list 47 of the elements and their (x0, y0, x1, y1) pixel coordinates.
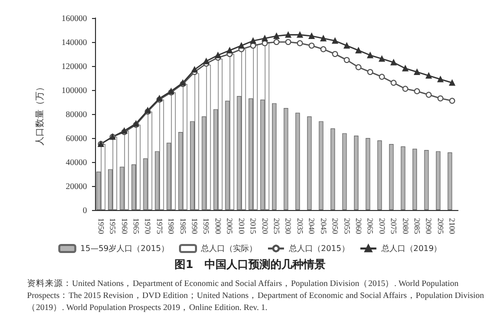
x-tick-label: 1960 (120, 218, 129, 234)
x-tick-label: 2055 (342, 218, 352, 234)
x-tick-label: 1985 (178, 218, 188, 234)
x-tick-label: 2060 (354, 218, 363, 234)
x-tick-label: 1975 (154, 218, 164, 234)
x-tick-label: 2100 (448, 218, 457, 234)
y-tick-label: 0 (82, 205, 87, 215)
legend-label: 总人口（2019） (380, 244, 442, 253)
x-tick-label: 2050 (330, 218, 340, 234)
x-tick-label: 2070 (377, 218, 386, 234)
y-tick-label: 80000 (66, 109, 87, 119)
text: 资料来源：United Nations，Department of Economic and Social Affairs，Population Division（2015）. World Population Prospects：The 2015 Revision，DVD Edition；United Nations，Department of Economic and Social Affairs，Population Division（2019）. World Population Prospects 2019，Online Edition. Rev. 1. (27, 278, 485, 312)
x-tick-label: 2010 (236, 218, 246, 234)
y-tick-label: 40000 (66, 157, 87, 167)
x-tick-label: 1980 (166, 218, 176, 234)
x-tick-label: 2080 (400, 218, 410, 234)
y-tick-label: 160000 (62, 13, 87, 23)
x-tick-label: 2085 (412, 218, 422, 234)
x-tick-label: 2030 (284, 218, 293, 234)
y-tick-label: 20000 (66, 181, 87, 191)
y-tick-label: 120000 (62, 61, 87, 71)
x-tick-label: 2065 (366, 218, 375, 234)
text: 图1 中国人口预测的几种情景 (174, 258, 326, 271)
x-tick-label: 2005 (225, 218, 234, 234)
x-tick-label: 2015 (248, 218, 258, 234)
x-tick-label: 1970 (143, 218, 152, 234)
legend-label: 总人口（实际） (200, 244, 257, 253)
y-axis-title: 人口数量（万） (34, 82, 46, 146)
y-tick-label: 100000 (62, 85, 87, 95)
x-tick-label: 2035 (295, 218, 304, 234)
x-tick-label: 2075 (389, 218, 398, 234)
x-tick-label: 1965 (131, 218, 140, 234)
x-tick-label: 2045 (318, 218, 328, 234)
x-tick-label: 2040 (307, 218, 316, 234)
x-tick-label: 1955 (108, 218, 118, 234)
x-tick-label: 1950 (96, 218, 106, 234)
y-tick-label: 60000 (66, 133, 87, 143)
x-tick-label: 2090 (424, 218, 434, 234)
x-tick-label: 2020 (260, 218, 270, 234)
x-tick-label: 1990 (190, 218, 200, 234)
x-tick-label: 2095 (436, 218, 445, 234)
legend-label: 15—59岁人口（2015） (80, 244, 169, 253)
y-tick-label: 140000 (62, 37, 87, 47)
x-tick-label: 2000 (213, 218, 222, 234)
legend-label: 总人口（2015） (288, 244, 350, 253)
x-tick-label: 1995 (202, 218, 211, 234)
x-tick-label: 2025 (272, 218, 281, 234)
